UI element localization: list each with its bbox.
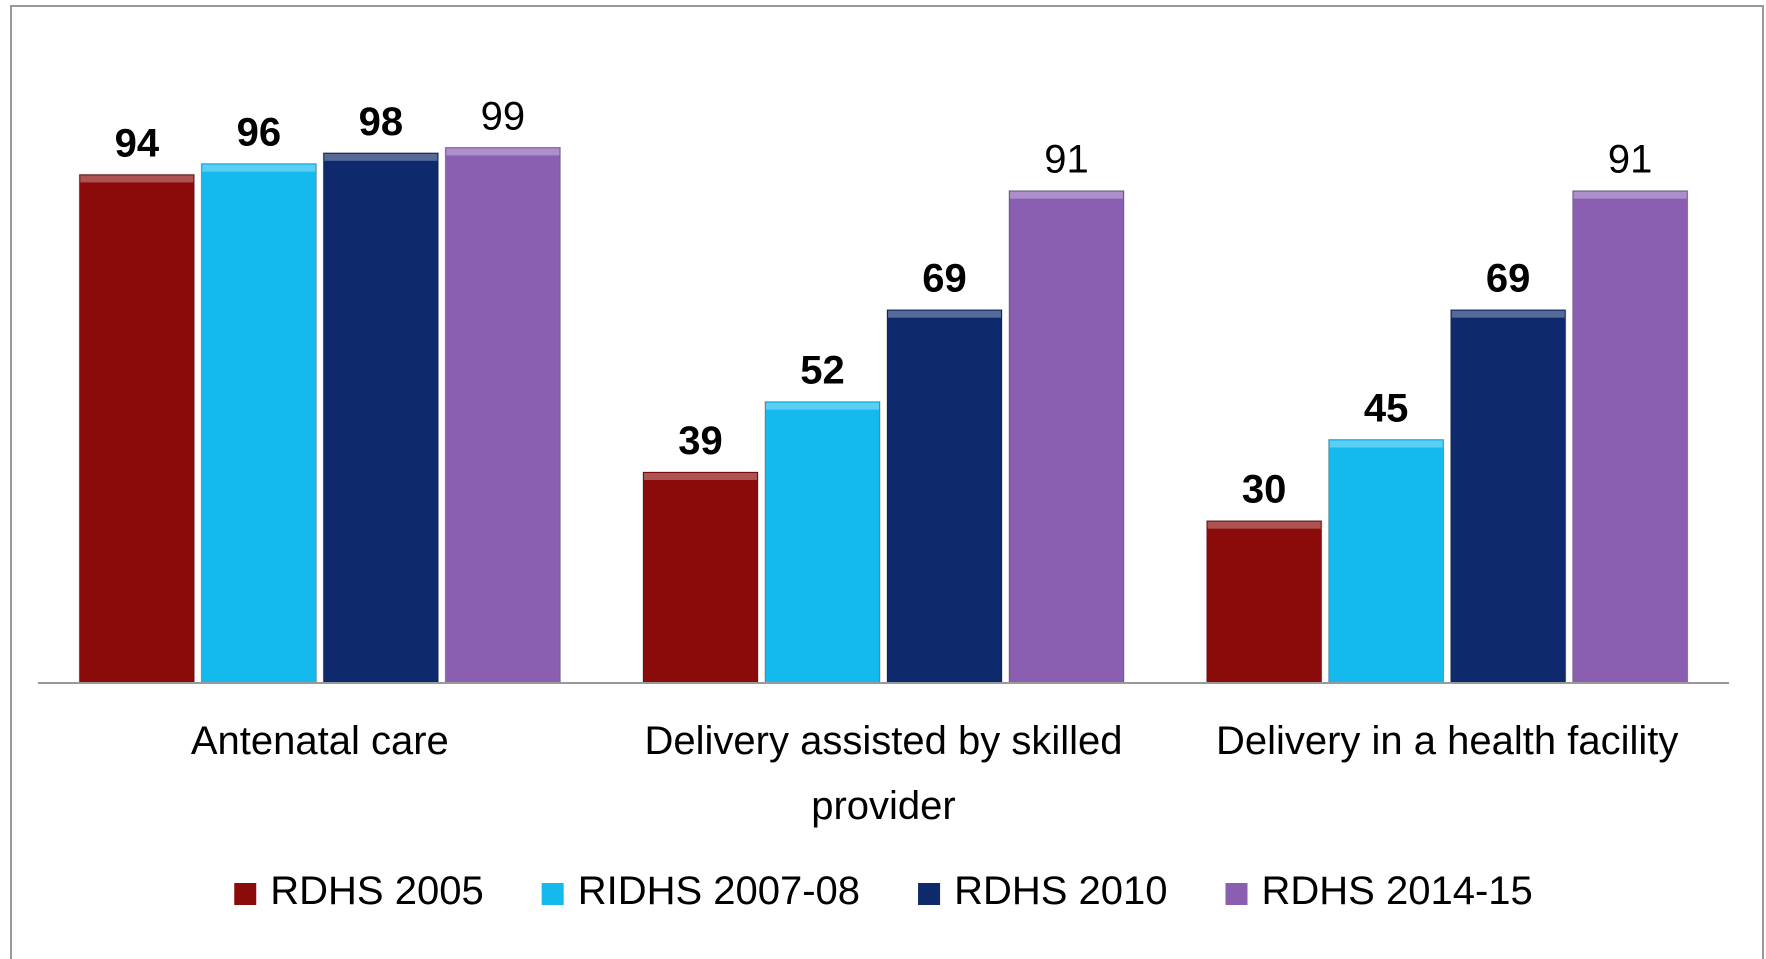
bar (444, 146, 561, 684)
bar-highlight (888, 310, 1001, 318)
bar (1450, 309, 1567, 684)
legend-swatch (234, 883, 257, 905)
bar-highlight (202, 164, 316, 172)
legend-item: RIDHS 2007-08 (541, 869, 860, 913)
legend-label: RDHS 2010 (954, 869, 1167, 913)
bar (78, 173, 195, 684)
data-label: 45 (1364, 387, 1409, 431)
legend-swatch (541, 883, 564, 905)
x-tick-label-line: provider (811, 784, 956, 828)
data-label: 99 (481, 94, 526, 138)
x-tick-label-line: Delivery assisted by skilled (645, 719, 1123, 763)
data-label: 94 (115, 121, 160, 165)
bar-highlight (1451, 310, 1565, 318)
data-label: 98 (359, 100, 404, 144)
legend-label: RIDHS 2007-08 (578, 869, 860, 913)
legend-swatch (918, 883, 941, 905)
bar-highlight (324, 153, 438, 161)
data-label: 91 (1608, 138, 1653, 182)
legend-item: RDHS 2010 (918, 869, 1168, 913)
bar (322, 152, 439, 684)
bar-highlight (1010, 191, 1123, 199)
x-tick-label: Delivery in a health facility (1216, 719, 1678, 763)
data-label: 30 (1242, 468, 1287, 512)
data-label: 52 (800, 349, 845, 393)
bar (200, 163, 317, 684)
bar-highlight (80, 175, 194, 183)
legend-item: RDHS 2014-15 (1225, 869, 1533, 913)
bar (1206, 520, 1323, 684)
bar-highlight (644, 473, 757, 481)
bar-highlight (1207, 521, 1321, 529)
data-label: 91 (1044, 138, 1089, 182)
bar-highlight (1573, 191, 1687, 199)
bar (642, 471, 759, 684)
x-tick-label: Delivery assisted by skilled provider (645, 719, 1123, 828)
bar (1328, 439, 1445, 684)
bar (1572, 190, 1689, 684)
data-label: 69 (922, 257, 967, 301)
legend-label: RDHS 2014-15 (1262, 869, 1533, 913)
bar-highlight (1329, 440, 1443, 448)
data-label: 96 (237, 111, 282, 155)
legend-item: RDHS 2005 (234, 869, 484, 913)
data-label: 69 (1486, 257, 1531, 301)
legend-label: RDHS 2005 (270, 869, 483, 913)
legend-swatch (1225, 883, 1248, 905)
bar (764, 401, 881, 684)
bar-highlight (446, 148, 560, 156)
bar (1008, 190, 1125, 684)
x-tick-label: Antenatal care (191, 719, 449, 763)
bar (886, 309, 1003, 684)
data-label: 39 (678, 419, 723, 463)
bar-highlight (766, 402, 879, 410)
